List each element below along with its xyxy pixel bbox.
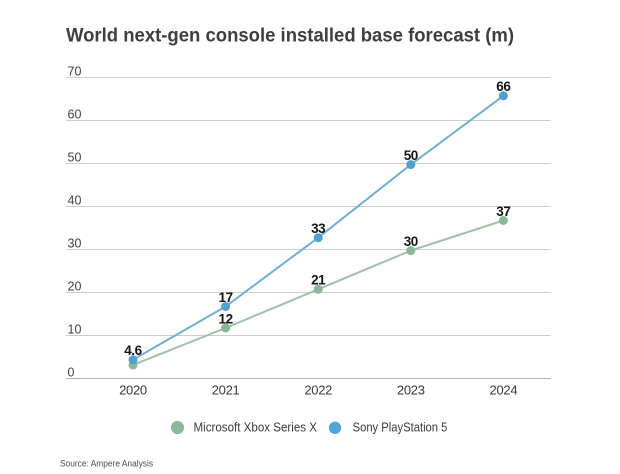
svg-text:33: 33 bbox=[311, 221, 326, 236]
svg-text:50: 50 bbox=[404, 148, 418, 163]
svg-text:0: 0 bbox=[68, 366, 75, 380]
svg-text:Sony PlayStation 5: Sony PlayStation 5 bbox=[353, 421, 448, 435]
svg-text:20: 20 bbox=[68, 280, 82, 294]
svg-text:World next-gen console install: World next-gen console installed base fo… bbox=[66, 25, 514, 47]
svg-text:2021: 2021 bbox=[212, 383, 240, 398]
svg-text:2024: 2024 bbox=[490, 383, 518, 398]
svg-text:Microsoft Xbox Series X: Microsoft Xbox Series X bbox=[194, 421, 318, 435]
svg-text:66: 66 bbox=[496, 79, 511, 94]
svg-text:37: 37 bbox=[496, 204, 510, 219]
svg-text:2023: 2023 bbox=[397, 383, 425, 398]
svg-text:21: 21 bbox=[311, 273, 326, 288]
svg-text:10: 10 bbox=[68, 323, 82, 337]
svg-text:30: 30 bbox=[68, 237, 82, 251]
svg-text:Source: Ampere Analysis: Source: Ampere Analysis bbox=[60, 459, 153, 470]
svg-text:30: 30 bbox=[404, 234, 418, 249]
svg-text:2020: 2020 bbox=[119, 383, 147, 398]
svg-text:50: 50 bbox=[68, 151, 82, 165]
svg-text:4.6: 4.6 bbox=[124, 343, 142, 358]
svg-text:2022: 2022 bbox=[304, 383, 332, 398]
svg-text:12: 12 bbox=[218, 311, 232, 326]
svg-text:17: 17 bbox=[218, 290, 232, 305]
svg-text:40: 40 bbox=[68, 194, 82, 208]
svg-text:70: 70 bbox=[68, 65, 82, 79]
svg-text:60: 60 bbox=[68, 108, 82, 122]
